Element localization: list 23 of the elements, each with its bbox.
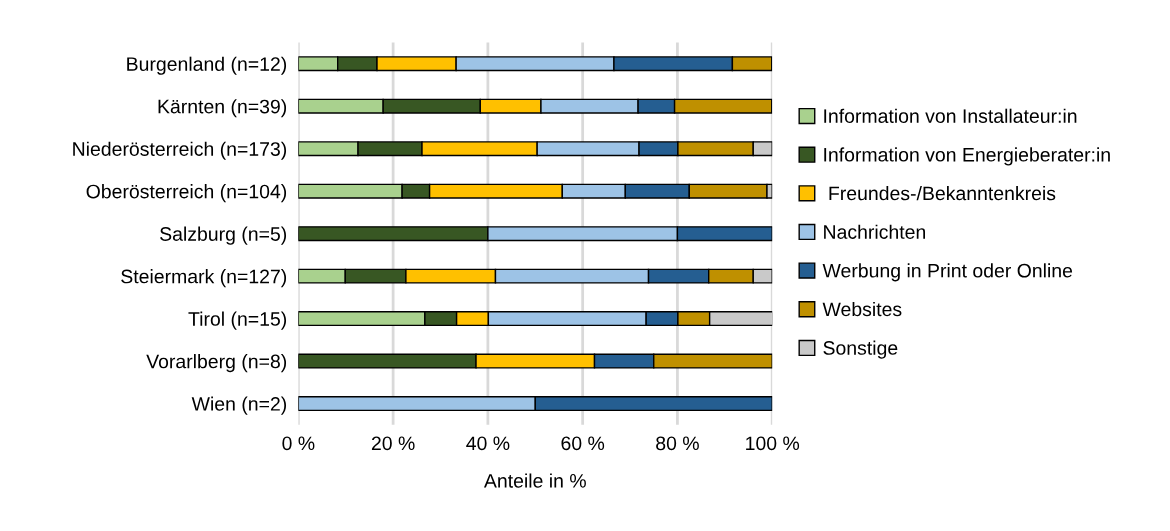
y-tick-label: Burgenland (n=12) [127, 56, 287, 75]
y-tick-label: Oberösterreich (n=104) [86, 184, 287, 203]
x-axis-title: Anteile in % [483, 473, 586, 488]
y-tick-label: Kärnten (n=39) [158, 99, 287, 118]
legend-label: Sonstige [823, 340, 898, 359]
x-tick-label: 60 % [561, 436, 605, 451]
legend-label: Werbung in Print oder Online [822, 263, 1073, 282]
x-tick-label: 40 % [466, 436, 510, 451]
x-tick-label: 80 % [656, 436, 699, 451]
x-tick-label: 20 % [371, 436, 415, 451]
x-tick-label: 0 % [282, 436, 315, 451]
legend-label: Nachrichten [824, 224, 925, 239]
y-tick-label: Tirol (n=15) [188, 311, 287, 330]
y-tick-label: Steiermark (n=127) [121, 269, 287, 288]
x-tick-label: 100 % [746, 436, 800, 451]
legend-label: Freundes-/Bekanntenkreis [829, 185, 1056, 201]
legend-label: Websites [822, 301, 902, 317]
y-tick-label: Niederösterreich (n=173) [73, 141, 287, 160]
legend-label: Information von Installateur:in [824, 108, 1077, 123]
y-tick-label: Wien (n=2) [191, 396, 287, 415]
y-tick-label: Salzburg (n=5) [160, 226, 287, 245]
legend-label: Information von Energieberater:in [824, 147, 1110, 166]
y-tick-label: Vorarlberg (n=8) [146, 354, 287, 373]
